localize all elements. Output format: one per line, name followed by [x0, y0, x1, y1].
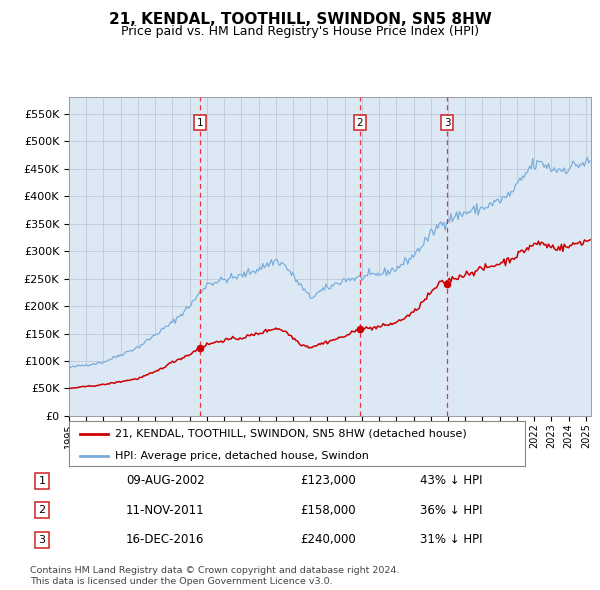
Text: 1: 1: [197, 118, 203, 128]
Text: Contains HM Land Registry data © Crown copyright and database right 2024.
This d: Contains HM Land Registry data © Crown c…: [30, 566, 400, 586]
Text: 36% ↓ HPI: 36% ↓ HPI: [420, 504, 482, 517]
Text: 3: 3: [38, 535, 46, 545]
Text: 21, KENDAL, TOOTHILL, SWINDON, SN5 8HW (detached house): 21, KENDAL, TOOTHILL, SWINDON, SN5 8HW (…: [115, 429, 466, 439]
Text: 09-AUG-2002: 09-AUG-2002: [126, 474, 205, 487]
Text: 2: 2: [38, 506, 46, 515]
Text: 1: 1: [38, 476, 46, 486]
Text: £158,000: £158,000: [300, 504, 356, 517]
Text: 2: 2: [356, 118, 363, 128]
Text: 11-NOV-2011: 11-NOV-2011: [126, 504, 205, 517]
Text: £240,000: £240,000: [300, 533, 356, 546]
Text: 3: 3: [444, 118, 451, 128]
Text: HPI: Average price, detached house, Swindon: HPI: Average price, detached house, Swin…: [115, 451, 368, 461]
Text: 43% ↓ HPI: 43% ↓ HPI: [420, 474, 482, 487]
Text: 16-DEC-2016: 16-DEC-2016: [126, 533, 205, 546]
Text: 31% ↓ HPI: 31% ↓ HPI: [420, 533, 482, 546]
Text: Price paid vs. HM Land Registry's House Price Index (HPI): Price paid vs. HM Land Registry's House …: [121, 25, 479, 38]
Text: £123,000: £123,000: [300, 474, 356, 487]
Text: 21, KENDAL, TOOTHILL, SWINDON, SN5 8HW: 21, KENDAL, TOOTHILL, SWINDON, SN5 8HW: [109, 12, 491, 27]
